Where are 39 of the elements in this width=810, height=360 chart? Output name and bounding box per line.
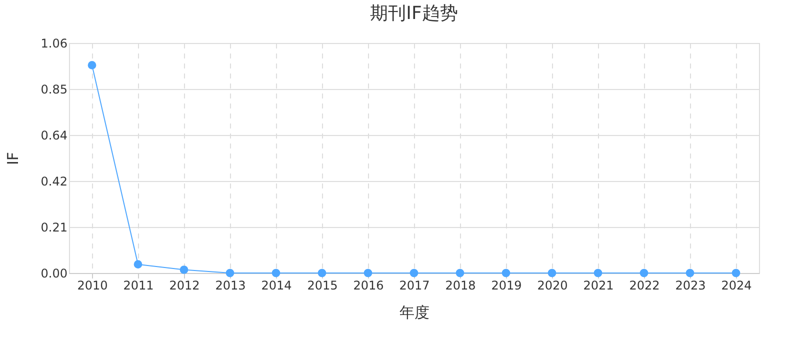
point <box>640 268 648 278</box>
x-tick-label: 2022 <box>629 278 660 292</box>
y-tick-label: 0.85 <box>40 82 68 96</box>
x-tick-label: 2021 <box>583 278 614 292</box>
x-tick-label: 2014 <box>261 278 292 292</box>
point <box>364 268 372 278</box>
x-tick-label: 2011 <box>123 278 154 292</box>
point <box>318 268 326 278</box>
point <box>272 268 280 278</box>
x-tick-label: 2020 <box>537 278 568 292</box>
y-tick-label: 0.00 <box>40 266 68 280</box>
point <box>594 268 602 278</box>
point <box>410 268 418 278</box>
x-tick-label: 2023 <box>675 278 706 292</box>
y-axis-title: IF <box>4 152 22 166</box>
y-tick-label: 0.64 <box>40 128 68 142</box>
y-tick-label: 1.06 <box>40 36 68 50</box>
x-tick-label: 2010 <box>77 278 108 292</box>
x-tick-label: 2024 <box>721 278 752 292</box>
x-tick-label: 2016 <box>353 278 384 292</box>
point <box>134 260 142 269</box>
x-tick-label: 2015 <box>307 278 338 292</box>
x-axis-title: 年度 <box>400 304 430 322</box>
y-tick-label: 0.21 <box>40 220 68 234</box>
point <box>180 266 188 274</box>
point <box>226 268 234 278</box>
y-tick-label: 0.42 <box>40 174 68 188</box>
x-tick-label: 2012 <box>169 278 200 292</box>
point <box>732 268 740 278</box>
x-tick-label: 2019 <box>491 278 522 292</box>
point <box>88 61 96 70</box>
point <box>548 268 556 278</box>
point <box>456 268 464 278</box>
point <box>502 268 510 278</box>
chart-title: 期刊IF趋势 <box>370 3 458 24</box>
x-tick-label: 2018 <box>445 278 476 292</box>
point <box>686 268 694 278</box>
x-tick-label: 2013 <box>215 278 246 292</box>
x-tick-label: 2017 <box>399 278 430 292</box>
